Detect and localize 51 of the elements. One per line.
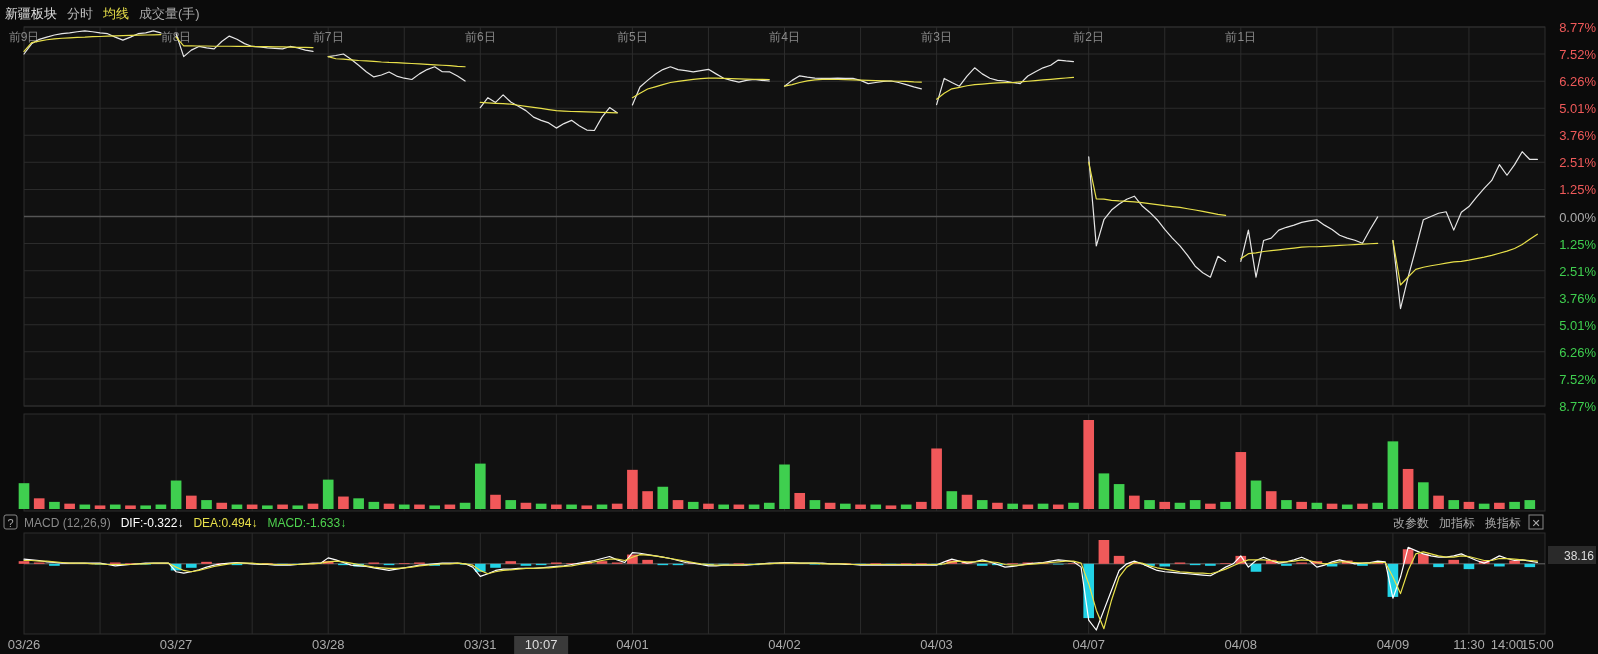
x-tick-label: 04/02 bbox=[768, 637, 801, 652]
y-tick-label: 1.25% bbox=[1559, 182, 1597, 198]
x-tick-label: 前3日 bbox=[921, 30, 952, 44]
text: DIF:-0.322↓ bbox=[120, 516, 184, 530]
text: 成交量(手) bbox=[139, 6, 200, 21]
y-tick-label: 5.01% bbox=[1559, 317, 1597, 333]
x-tick-label: 前1日 bbox=[1225, 30, 1257, 44]
x-tick-label: 前6日 bbox=[464, 30, 496, 44]
y-tick-label: 7.52% bbox=[1559, 47, 1597, 63]
x-tick-label: 14:00 bbox=[1490, 637, 1524, 652]
y-tick-label: 2.51% bbox=[1559, 155, 1597, 171]
x-tick-label: 03/31 bbox=[464, 637, 497, 652]
x-tick-label: 11:30 bbox=[1453, 637, 1485, 652]
y-tick-label: 8.77% bbox=[1559, 399, 1597, 414]
y-tick-label: 5.01% bbox=[1559, 101, 1597, 117]
text: MACD (12,26,9) bbox=[24, 516, 111, 530]
x-tick-label: 04/09 bbox=[1376, 637, 1410, 652]
text: ✕ bbox=[1531, 516, 1541, 529]
x-tick-label: 04/01 bbox=[616, 637, 649, 652]
y-tick-label: 3.76% bbox=[1559, 128, 1597, 144]
text: MACD:-1.633↓ bbox=[267, 516, 347, 530]
x-tick-label: 03/26 bbox=[7, 637, 41, 652]
y-tick-label: 8.77% bbox=[1559, 20, 1597, 35]
series-label: 均线 bbox=[102, 6, 129, 21]
y-tick-label: 1.25% bbox=[1559, 236, 1597, 252]
text: ? bbox=[7, 516, 14, 529]
x-tick-label: 前9日 bbox=[8, 30, 40, 44]
y-tick-label: 6.26% bbox=[1559, 74, 1597, 90]
text: 10:07 bbox=[524, 637, 558, 652]
y-tick-label: 0.00% bbox=[1559, 209, 1597, 225]
x-tick-label: 04/03 bbox=[920, 637, 953, 652]
x-tick-label: 前2日 bbox=[1073, 30, 1105, 44]
x-tick-label: 04/07 bbox=[1072, 637, 1105, 652]
text: 改参数 bbox=[1393, 516, 1429, 530]
y-tick-label: 2.51% bbox=[1559, 263, 1597, 279]
series-label: 分时 bbox=[67, 6, 93, 21]
x-tick-label: 前7日 bbox=[312, 30, 344, 44]
text: DEA:0.494↓ bbox=[193, 516, 258, 530]
x-tick-label: 15:00 bbox=[1521, 637, 1554, 652]
text: 换指标 bbox=[1485, 516, 1521, 530]
chart-title: 新疆板块 bbox=[5, 6, 57, 21]
text: 38.16 bbox=[1563, 549, 1595, 563]
y-tick-label: 3.76% bbox=[1559, 290, 1597, 306]
x-tick-label: 03/28 bbox=[311, 637, 345, 652]
x-tick-label: 前4日 bbox=[769, 30, 800, 44]
y-tick-label: 7.52% bbox=[1559, 371, 1597, 387]
text: 加指标 bbox=[1439, 516, 1475, 530]
x-tick-label: 03/27 bbox=[159, 637, 193, 652]
x-tick-label: 04/08 bbox=[1224, 637, 1258, 652]
x-tick-label: 前5日 bbox=[617, 30, 648, 44]
y-tick-label: 6.26% bbox=[1559, 344, 1597, 360]
